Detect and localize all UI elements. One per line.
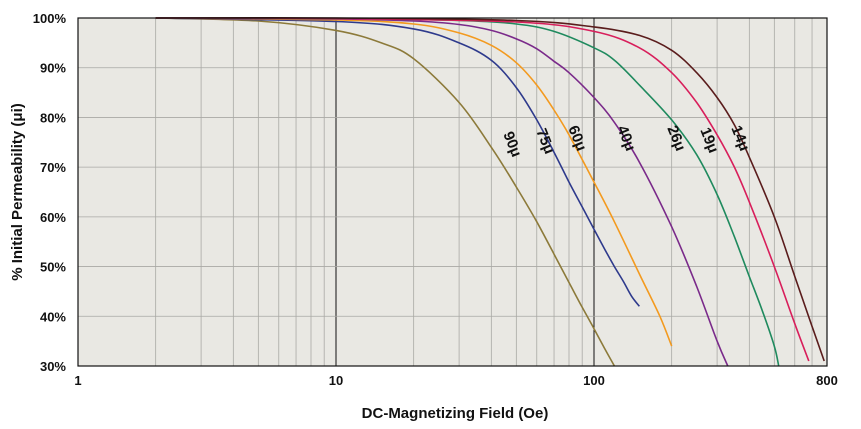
y-tick-label: 90% — [40, 61, 66, 76]
y-axis-title: % Initial Permeability (μi) — [9, 103, 26, 281]
series-line-1 — [155, 17, 641, 307]
x-tick-label: 100 — [583, 373, 605, 388]
y-tick-label: 60% — [40, 210, 66, 225]
y-tick-label: 100% — [33, 11, 67, 26]
series-line-3 — [155, 17, 729, 367]
series-line-6 — [155, 17, 825, 362]
grid-lines — [78, 18, 827, 366]
x-tick-label: 10 — [329, 373, 343, 388]
plot-area — [78, 18, 827, 366]
y-tick-label: 30% — [40, 359, 66, 374]
x-tick-labels: 1 10 100 800 — [74, 373, 837, 388]
y-tick-label: 40% — [40, 309, 66, 324]
x-tick-label: 1 — [74, 373, 81, 388]
x-axis-title: DC-Magnetizing Field (Oe) — [362, 405, 549, 422]
y-tick-labels: 30% 40% 50% 60% 70% 80% 90% 100% — [33, 11, 67, 374]
series-lines — [155, 17, 825, 367]
series-line-2 — [155, 17, 673, 347]
y-tick-label: 80% — [40, 110, 66, 125]
plot-frame — [77, 17, 828, 367]
y-tick-label: 70% — [40, 160, 66, 175]
y-tick-label: 50% — [40, 260, 66, 275]
x-tick-label: 800 — [816, 373, 838, 388]
series-line-0 — [155, 17, 616, 367]
